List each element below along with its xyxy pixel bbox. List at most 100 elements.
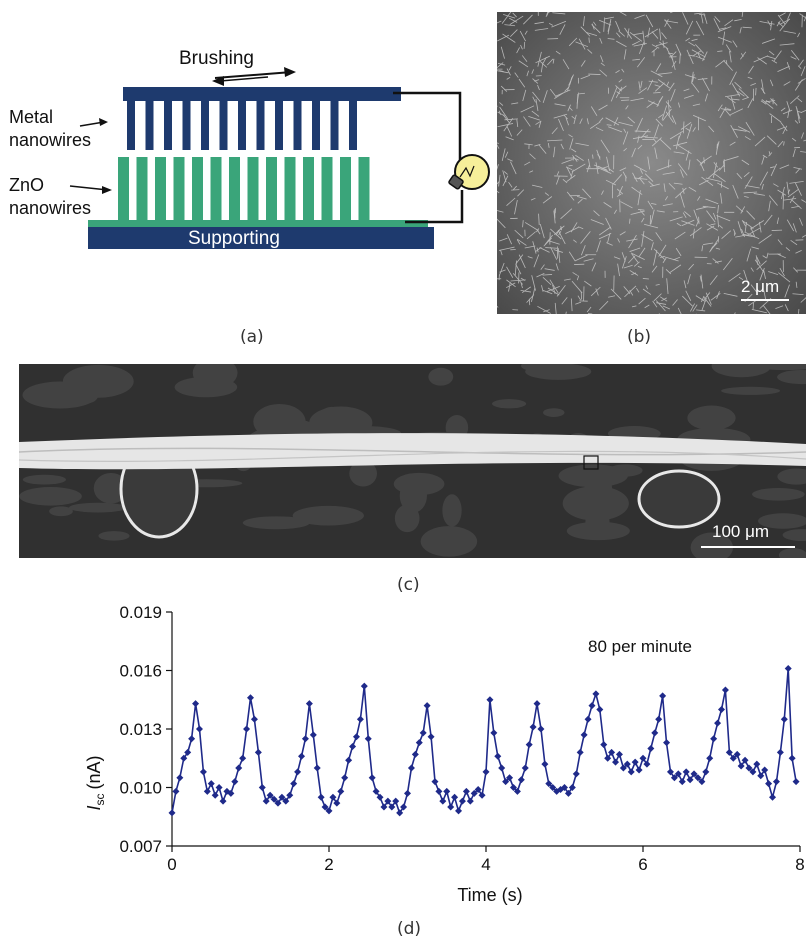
data-point (674, 770, 682, 778)
metal-nanowire (330, 100, 339, 150)
data-point (545, 780, 553, 788)
metal-nanowire (293, 100, 302, 150)
zno-label-line2: nanowires (9, 198, 92, 218)
data-point (525, 741, 533, 749)
data-point (411, 750, 419, 758)
data-point (568, 784, 576, 791)
data-point (274, 799, 282, 807)
caption-c: (c) (397, 575, 420, 595)
data-point (776, 748, 784, 756)
data-point (223, 787, 231, 795)
data-point (333, 799, 341, 807)
data-point (521, 764, 529, 772)
data-point (270, 795, 278, 803)
metal-nanowire (256, 100, 265, 150)
data-point (266, 791, 274, 799)
data-point (184, 748, 192, 756)
zno-nanowires (118, 157, 370, 221)
data-point (769, 793, 777, 801)
data-point (608, 748, 616, 756)
zno-label-line1: ZnO (9, 175, 45, 195)
series-line (171, 668, 797, 815)
x-tick-label: 8 (795, 855, 804, 874)
metal-nanowire (275, 100, 283, 150)
data-point (702, 768, 710, 776)
data-point (431, 778, 439, 786)
data-point (564, 789, 572, 797)
data-point (682, 768, 690, 776)
metal-nanowire (201, 100, 209, 150)
data-point (313, 764, 321, 772)
data-point (584, 715, 592, 723)
data-point (694, 774, 702, 782)
zno-nanowire (155, 157, 166, 221)
data-point (278, 793, 286, 801)
data-point (345, 756, 353, 764)
data-point (780, 715, 788, 723)
zno-nanowire (266, 157, 277, 221)
data-point (396, 809, 404, 817)
data-point (321, 803, 329, 811)
scale-label-b: 2 μm (741, 277, 780, 296)
data-point (384, 797, 392, 805)
data-point (325, 807, 333, 815)
scale-bar-c (701, 546, 795, 548)
y-axis-label-unit: (nA) (84, 755, 104, 789)
data-point (372, 787, 380, 795)
data-point (513, 787, 521, 795)
scale-label-c: 100 μm (712, 522, 770, 541)
data-point (451, 793, 459, 801)
caption-d: (d) (397, 919, 422, 939)
metal-label-line2: nanowires (9, 130, 92, 150)
brushing-label: Brushing (179, 48, 254, 69)
data-point (533, 700, 541, 708)
data-point (663, 739, 671, 747)
data-point (482, 768, 490, 776)
data-point (235, 764, 243, 772)
metal-nanowire (219, 100, 228, 150)
data-point (392, 797, 400, 805)
data-point (286, 791, 294, 799)
data-point (317, 793, 325, 801)
data-point (470, 789, 478, 797)
data-point (643, 760, 651, 768)
zno-nanowire (303, 157, 314, 221)
data-point (176, 774, 184, 782)
data-point (447, 803, 455, 811)
data-point (364, 735, 372, 743)
data-point (329, 793, 337, 801)
top-electrode (123, 87, 401, 101)
data-point (203, 787, 211, 795)
data-point (639, 754, 647, 762)
data-point (415, 739, 423, 747)
data-point (423, 702, 431, 710)
zno-nanowire (284, 157, 296, 221)
data-point (309, 731, 317, 739)
supporting-substrate (88, 227, 434, 249)
y-tick-label: 0.007 (119, 837, 162, 856)
nanogenerator-schematic (69, 67, 490, 249)
data-point (623, 760, 631, 768)
data-point (710, 735, 718, 743)
data-point (572, 770, 580, 778)
chart-annotation: 80 per minute (588, 637, 692, 656)
metal-nanowires (127, 100, 357, 150)
y-axis-label-main: I (84, 806, 104, 811)
data-point (486, 696, 494, 704)
data-point (298, 752, 306, 760)
data-point (549, 784, 557, 791)
sem-image-b: 2 μm (497, 12, 806, 314)
data-point (788, 754, 796, 762)
data-point (231, 778, 239, 786)
data-point (247, 694, 254, 702)
data-point (749, 768, 757, 776)
data-point (627, 768, 635, 776)
data-point (282, 797, 290, 805)
data-point (458, 797, 466, 805)
x-tick-label: 2 (324, 855, 333, 874)
panel-a: Brushing Metal nanowires ZnO nanowires S… (0, 0, 490, 347)
data-point (192, 700, 200, 708)
data-point (360, 682, 368, 690)
data-point (537, 725, 545, 733)
data-point (761, 766, 769, 774)
